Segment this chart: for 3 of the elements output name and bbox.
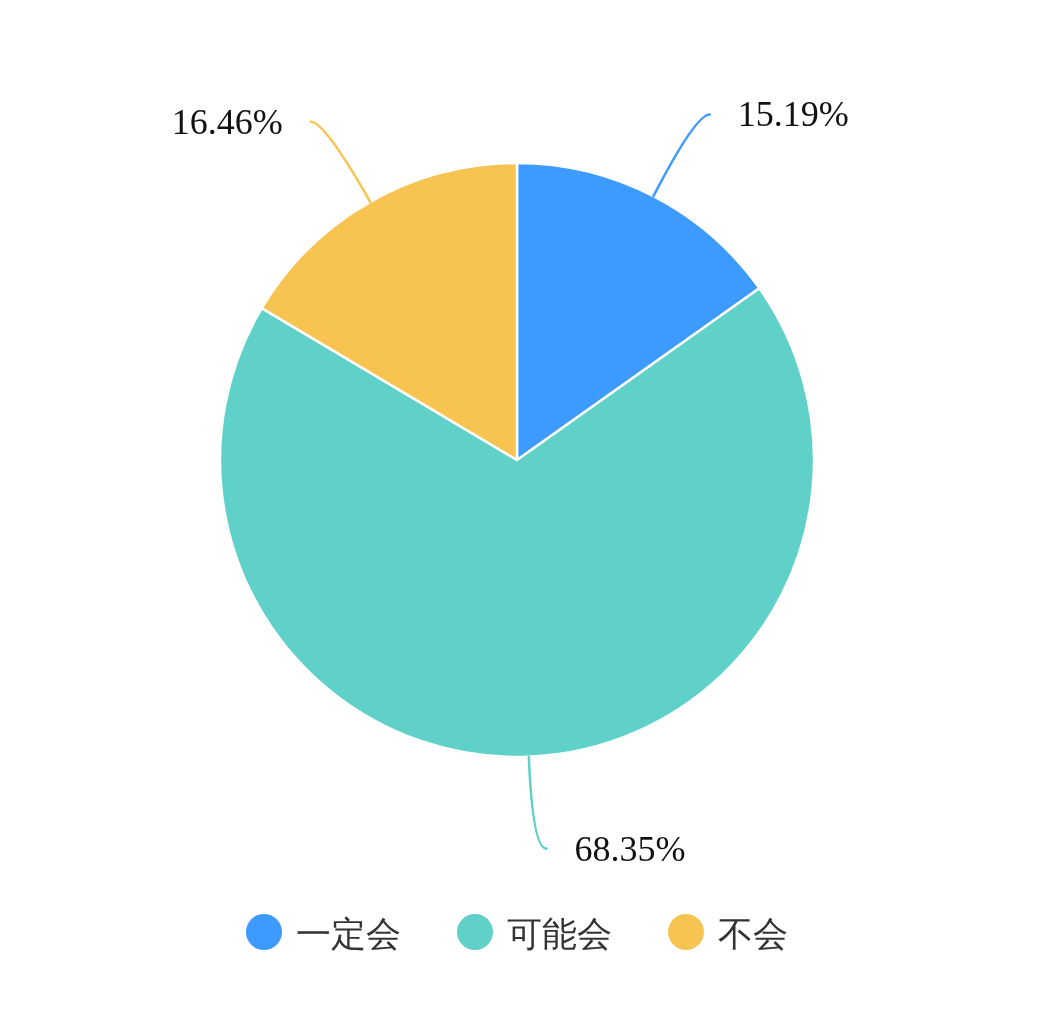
legend-label: 一定会 (296, 913, 401, 953)
legend-label: 不会 (718, 913, 788, 953)
legend-label: 可能会 (507, 913, 612, 953)
